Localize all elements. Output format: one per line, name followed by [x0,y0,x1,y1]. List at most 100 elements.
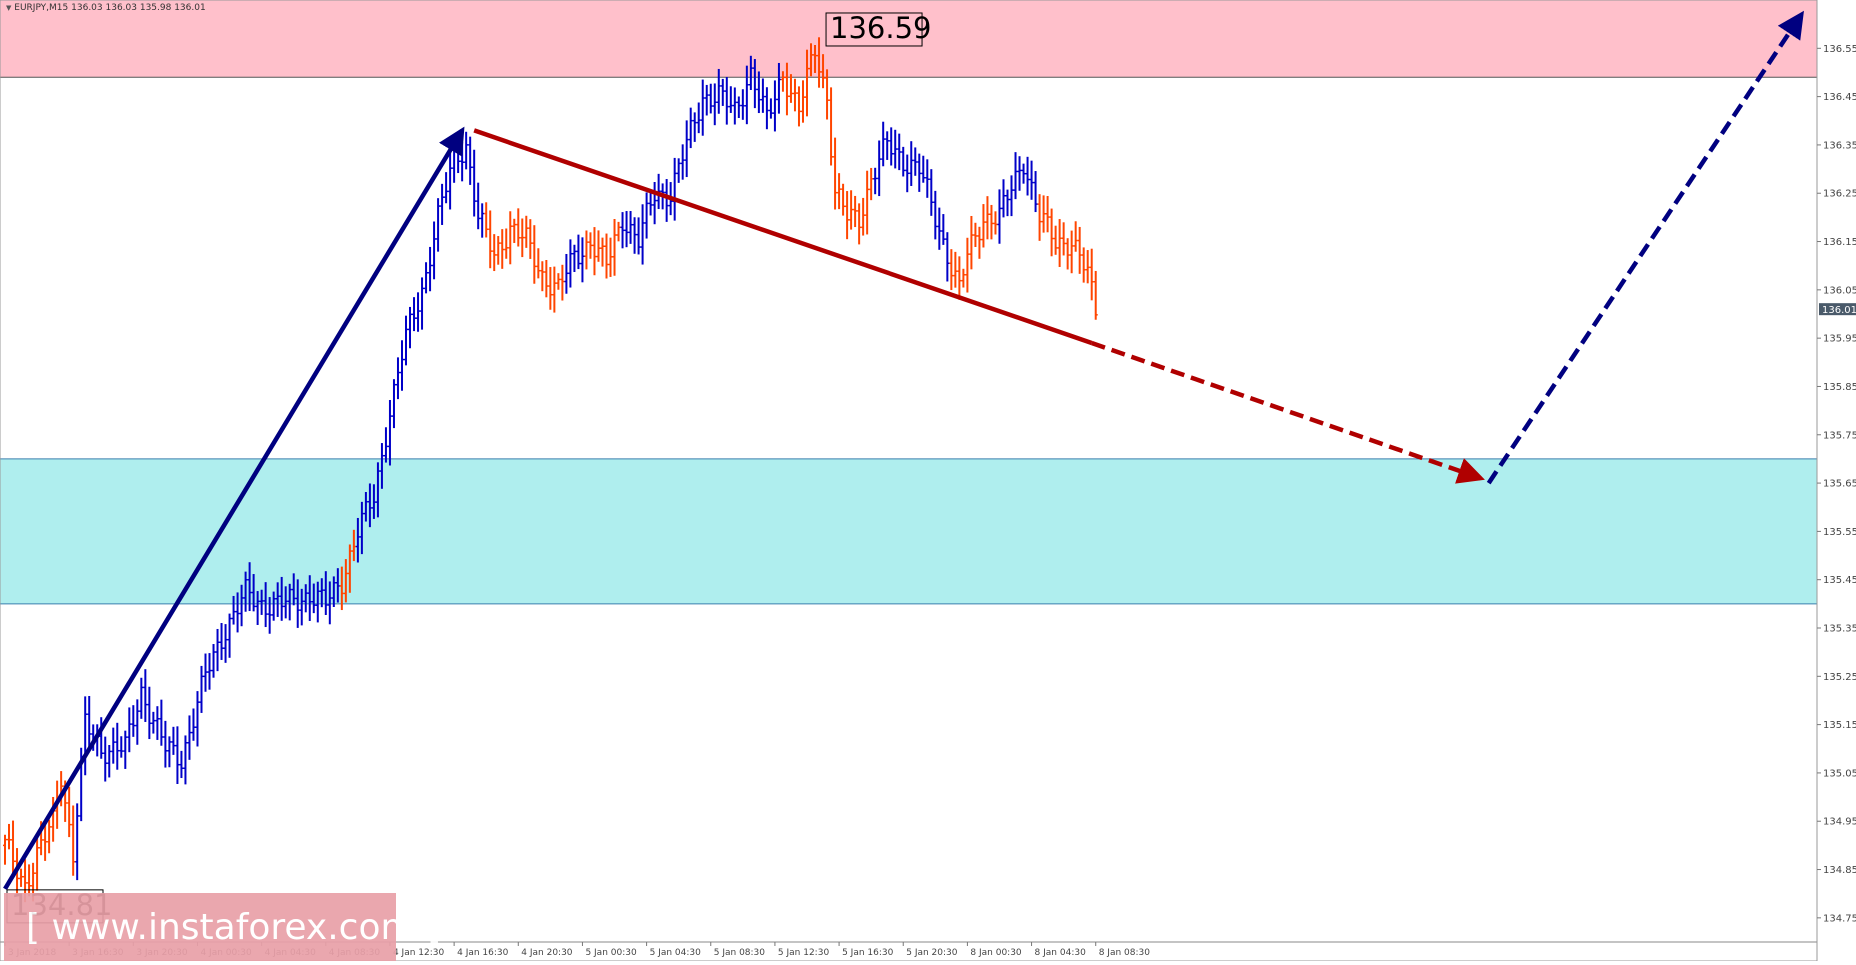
price-bar [395,357,400,400]
price-bar [897,133,902,171]
price-bar [159,699,164,746]
price-bar [809,43,814,77]
price-bar [813,45,818,73]
price-bar [235,592,240,633]
price-bar [255,591,260,625]
price-bar [27,864,32,897]
price-bar [616,221,621,242]
x-tick-label: 5 Jan 08:30 [714,948,766,958]
price-bar [833,137,838,210]
price-bar [644,192,649,239]
price-bar [1033,171,1038,213]
price-bar [355,517,360,563]
price-bar [548,267,553,310]
y-tick-label: 135.25 [1823,672,1856,683]
price-bar [536,248,541,279]
y-tick-label: 135.05 [1823,768,1856,779]
price-bar [949,249,954,291]
price-bar [291,573,296,606]
price-bar [564,253,569,294]
price-bar [1057,219,1062,267]
price-bar [708,83,713,114]
price-bar [287,583,292,621]
price-bar [428,246,433,292]
price-bar [540,261,545,292]
x-tick-label: 8 Jan 08:30 [1099,948,1151,958]
price-label-text: 136.59 [830,11,931,45]
price-bar [387,400,392,466]
price-bar [408,306,413,349]
navy-solid-wave-arrow [3,126,465,891]
price-bar [404,315,408,366]
price-bar [155,706,160,740]
price-bar [219,623,224,660]
price-bar [115,722,120,770]
price-bar [861,197,866,236]
price-bar [119,736,124,758]
price-bar [448,152,453,210]
dropdown-triangle-icon[interactable]: ▼ [6,4,12,12]
price-bars [3,37,1098,903]
price-bar [275,582,280,617]
price-bar [1001,179,1006,218]
price-bar [187,715,192,760]
price-bar [1005,189,1010,217]
price-bar [203,653,208,692]
price-bar [207,653,212,690]
x-tick-label: 5 Jan 12:30 [778,948,830,958]
price-bar [271,591,276,621]
price-bar [628,211,633,244]
price-bar [1037,194,1042,241]
price-bar [512,218,517,243]
price-bar [279,576,284,621]
y-tick-label: 134.75 [1823,913,1856,924]
price-bar [716,68,721,114]
price-bar [744,65,749,125]
price-bar [1069,230,1074,274]
watermark-text: [ www.instaforex.com ] [26,907,442,948]
navy-dashed-wave-arrow [1486,10,1804,485]
price-bar [849,190,854,230]
price-bar [520,218,525,258]
price-bar [299,588,304,626]
price-bar [1085,250,1090,284]
price-bar [881,121,886,167]
price-bar [1029,160,1034,200]
price-bar [391,379,396,429]
price-bar [1065,238,1070,270]
price-bar [1025,156,1030,196]
price-bar [825,69,830,120]
price-bar [247,562,252,612]
price-bar [652,181,657,225]
y-tick-label: 134.85 [1823,865,1856,876]
price-bar [580,237,585,283]
price-bar [792,78,797,112]
price-bar [532,225,537,284]
price-bar [805,49,809,117]
price-bar [107,745,112,778]
price-bar [199,665,204,713]
price-bar [444,172,449,204]
price-bar [724,77,729,125]
price-bar [1041,195,1046,233]
price-bar [67,786,72,838]
price-bar [163,720,168,768]
price-bar [921,155,926,183]
price-bar [993,211,998,235]
price-bar [961,268,966,288]
price-bar [776,62,781,114]
price-bar [420,277,425,330]
price-bar [524,215,529,248]
x-tick-label: 4 Jan 12:30 [393,948,445,958]
price-bar [608,237,613,277]
x-tick-label: 8 Jan 00:30 [970,948,1022,958]
price-bar [147,686,152,740]
price-bar [359,501,364,555]
price-bar [468,136,473,185]
price-bar [837,173,842,210]
y-axis-panel [1817,0,1856,961]
price-bar [211,644,216,678]
price-bar [748,55,753,90]
price-bar [71,805,76,876]
